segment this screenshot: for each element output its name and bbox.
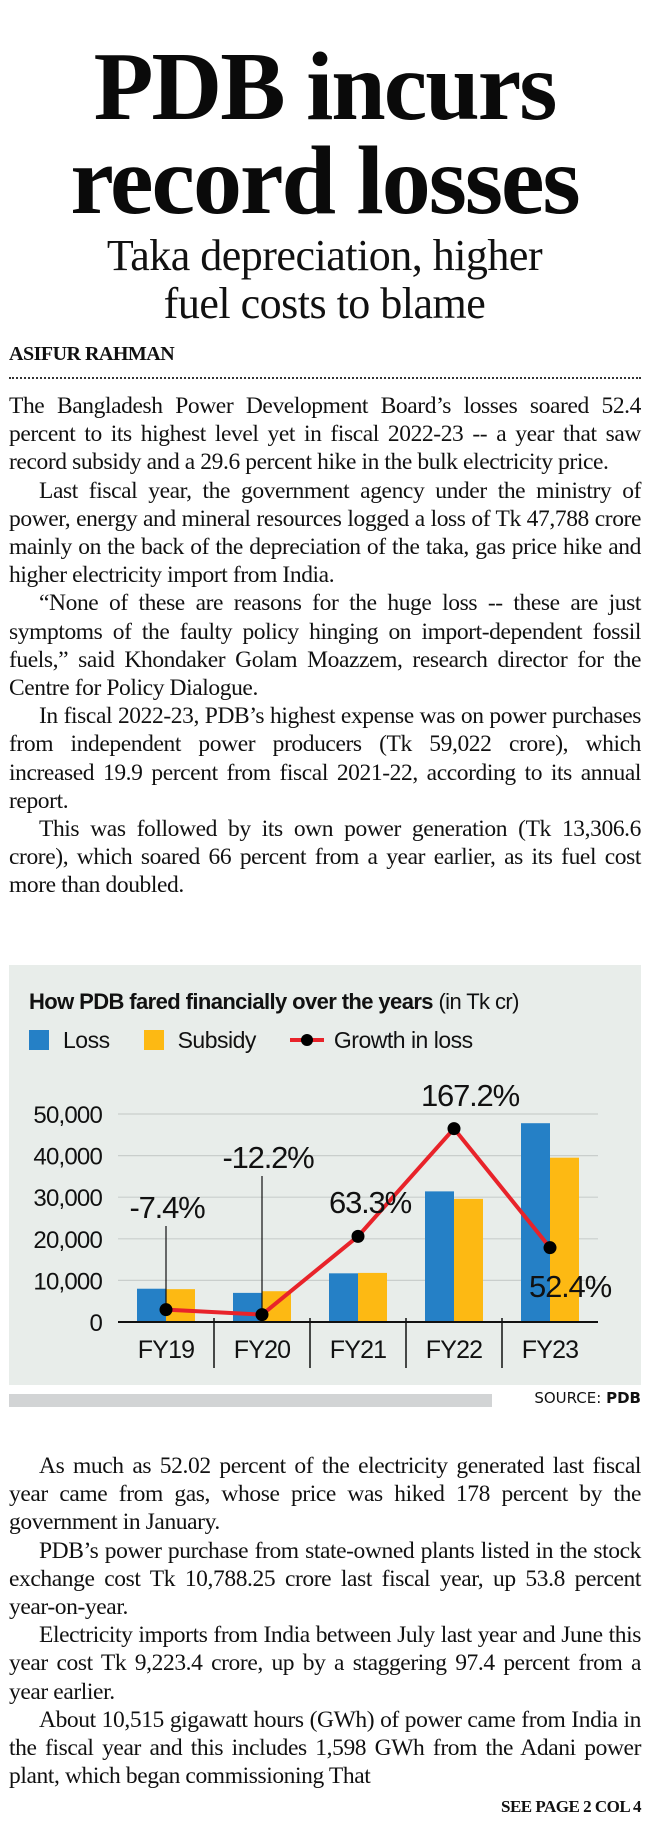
- legend-label-subsidy: Subsidy: [177, 1026, 257, 1053]
- paragraph: Electricity imports from India between J…: [9, 1622, 641, 1705]
- growth-marker-fy20: [255, 1308, 269, 1322]
- chart-title-unit: (in Tk cr): [438, 989, 519, 1014]
- legend-item-growth: Growth in loss: [289, 1026, 473, 1054]
- chart-title: How PDB fared financially over the years…: [29, 989, 519, 1015]
- bar-subsidy-fy23: [550, 1157, 579, 1322]
- legend-swatch-growth: [289, 1030, 324, 1050]
- article-body-bottom: As much as 52.02 percent of the electric…: [9, 1452, 641, 1790]
- headline: PDB incurs record losses: [0, 33, 649, 235]
- legend-label-loss: Loss: [63, 1026, 110, 1053]
- source-value: PDB: [606, 1389, 641, 1407]
- legend-item-subsidy: Subsidy: [143, 1026, 257, 1054]
- chart-title-main: How PDB fared financially over the years: [29, 989, 434, 1014]
- chart-legend: Loss Subsidy Growth in loss: [29, 1025, 507, 1055]
- bar-subsidy-fy21: [358, 1272, 387, 1322]
- y-tick-label: 50,000: [33, 1102, 102, 1129]
- y-tick-label: 20,000: [33, 1227, 102, 1254]
- growth-marker-fy23: [543, 1241, 557, 1255]
- legend-swatch-subsidy: [143, 1030, 164, 1050]
- bar-subsidy-fy22: [454, 1198, 483, 1322]
- source-bar: [9, 1394, 492, 1407]
- subheadline: Taka depreciation, higher fuel costs to …: [0, 232, 649, 328]
- x-tick-label: FY20: [234, 1336, 291, 1364]
- chart-plot: 0 10,000 20,000 30,000 40,000 50,000 FY19 FY20 F…: [33, 1078, 613, 1368]
- paragraph: In fiscal 2022-23, PDB’s highest expense…: [9, 703, 641, 814]
- growth-label-fy19: -7.4%: [130, 1190, 206, 1225]
- growth-marker-fy21: [351, 1229, 365, 1243]
- legend-item-loss: Loss: [29, 1027, 110, 1054]
- paragraph: “None of these are reasons for the huge …: [9, 590, 641, 702]
- growth-label-fy20: -12.2%: [222, 1140, 314, 1175]
- chart-source: SOURCE: PDB: [534, 1389, 641, 1407]
- growth-marker-fy19: [159, 1303, 173, 1317]
- y-tick-label: 0: [89, 1310, 102, 1337]
- growth-marker-fy22: [447, 1122, 461, 1136]
- paragraph: As much as 52.02 percent of the electric…: [9, 1453, 641, 1536]
- paragraph: Last fiscal year, the government agency …: [9, 477, 641, 589]
- bar-loss-fy23: [521, 1123, 550, 1322]
- x-tick-label: FY19: [138, 1336, 195, 1364]
- subhead-line-1: Taka depreciation, higher: [106, 231, 543, 280]
- growth-label-fy21: 63.3%: [329, 1185, 412, 1220]
- y-tick-label: 10,000: [33, 1268, 102, 1295]
- legend-label-growth: Growth in loss: [333, 1026, 473, 1053]
- headline-line-2: record losses: [70, 127, 580, 235]
- subhead-line-2: fuel costs to blame: [163, 279, 486, 328]
- dotted-divider: [9, 377, 641, 379]
- source-label: SOURCE:: [534, 1389, 602, 1407]
- x-tick-label: FY21: [330, 1336, 387, 1364]
- x-tick-label: FY23: [522, 1336, 579, 1364]
- article-body-top: The Bangladesh Power Development Board’s…: [9, 392, 641, 900]
- x-tick-label: FY22: [426, 1336, 483, 1364]
- paragraph: PDB’s power purchase from state-owned pl…: [9, 1537, 641, 1621]
- bar-loss-fy21: [329, 1273, 358, 1322]
- continuation-note: SEE PAGE 2 COL 4: [501, 1797, 642, 1816]
- growth-label-fy22: 167.2%: [421, 1078, 520, 1113]
- byline: ASIFUR RAHMAN: [9, 343, 175, 365]
- growth-label-fy23: 52.4%: [529, 1269, 612, 1304]
- y-tick-label: 30,000: [33, 1185, 102, 1212]
- bar-loss-fy22: [425, 1191, 454, 1322]
- headline-line-1: PDB incurs: [93, 33, 558, 141]
- paragraph: The Bangladesh Power Development Board’s…: [9, 393, 641, 476]
- paragraph: About 10,515 gigawatt hours (GWh) of pow…: [9, 1706, 641, 1790]
- y-tick-label: 40,000: [33, 1144, 102, 1171]
- legend-swatch-loss: [29, 1030, 49, 1050]
- paragraph: This was followed by its own power gener…: [9, 816, 641, 899]
